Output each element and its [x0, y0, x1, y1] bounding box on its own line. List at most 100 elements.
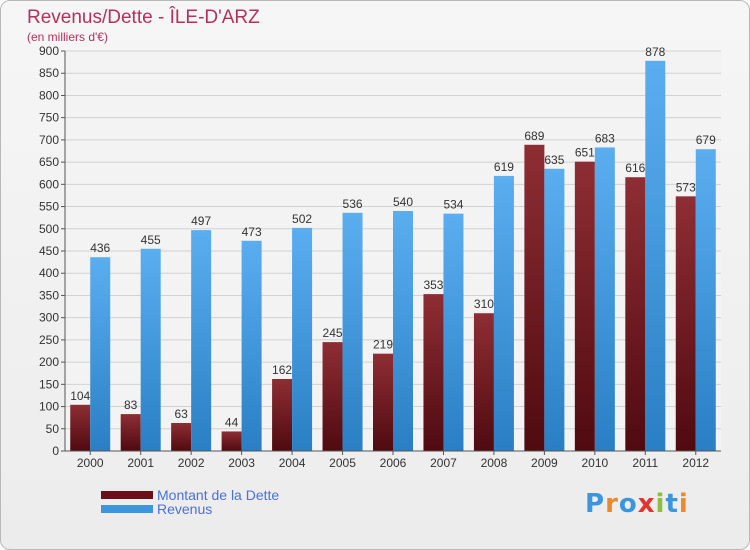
- x-tick-label: 2005: [329, 456, 356, 470]
- bar-revenus: [544, 168, 565, 451]
- bar-dette: [171, 423, 192, 451]
- bars-layer: [70, 60, 716, 452]
- y-tick-label: 600: [39, 177, 59, 191]
- logo-letter: t: [665, 489, 679, 519]
- data-label-dette: 616: [625, 161, 645, 175]
- y-tick-label: 300: [39, 311, 59, 325]
- bar-revenus: [695, 149, 716, 451]
- y-tick-label: 500: [39, 222, 59, 236]
- bar-revenus: [140, 248, 161, 451]
- y-tick-label: 450: [39, 244, 59, 258]
- data-label-revenus: 502: [292, 212, 312, 226]
- y-tick-label: 550: [39, 200, 59, 214]
- data-label-revenus: 497: [191, 214, 211, 228]
- data-label-revenus: 683: [595, 131, 615, 145]
- logo-letter: r: [605, 489, 619, 519]
- bar-revenus: [90, 257, 111, 451]
- bar-dette: [574, 161, 595, 451]
- y-tick-label: 750: [39, 111, 59, 125]
- bar-dette: [221, 431, 242, 451]
- data-label-revenus: 540: [393, 195, 413, 209]
- bar-dette: [70, 404, 91, 451]
- data-label-dette: 245: [323, 326, 343, 340]
- data-label-dette: 44: [225, 415, 239, 429]
- data-label-dette: 310: [474, 297, 494, 311]
- bar-revenus: [594, 147, 615, 451]
- logo-letter: o: [618, 489, 638, 519]
- data-label-revenus: 455: [141, 233, 161, 247]
- bar-revenus: [645, 60, 666, 452]
- data-label-revenus: 619: [494, 160, 514, 174]
- logo-letter: i: [655, 489, 666, 519]
- y-tick-label: 250: [39, 333, 59, 347]
- data-label-dette: 353: [423, 278, 443, 292]
- bar-revenus: [342, 212, 363, 451]
- logo-letter: x: [637, 489, 656, 519]
- bar-dette: [473, 313, 494, 451]
- data-label-revenus: 534: [443, 198, 463, 212]
- y-tick-label: 700: [39, 133, 59, 147]
- x-tick-label: 2010: [581, 456, 608, 470]
- y-tick-label: 650: [39, 155, 59, 169]
- y-tick-label: 100: [39, 400, 59, 414]
- data-label-dette: 104: [70, 389, 90, 403]
- x-tick-label: 2008: [481, 456, 508, 470]
- y-tick-label: 400: [39, 266, 59, 280]
- bar-dette: [322, 342, 343, 451]
- bar-revenus: [191, 230, 212, 451]
- x-tick-label: 2009: [531, 456, 558, 470]
- chart-title: Revenus/Dette - ÎLE-D'ARZ: [27, 7, 260, 28]
- x-tick-label: 2006: [380, 456, 407, 470]
- data-label-dette: 573: [676, 180, 696, 194]
- bar-revenus: [493, 175, 514, 451]
- data-label-dette: 651: [575, 146, 595, 160]
- x-tick-label: 2002: [178, 456, 205, 470]
- x-tick-label: 2012: [682, 456, 709, 470]
- bar-dette: [272, 379, 293, 451]
- data-label-revenus: 536: [343, 197, 363, 211]
- y-tick-label: 800: [39, 88, 59, 102]
- x-tick-label: 2007: [430, 456, 457, 470]
- data-label-dette: 689: [524, 129, 544, 143]
- data-label-dette: 63: [174, 407, 188, 421]
- x-tick-label: 2001: [127, 456, 154, 470]
- axis-layer: 0 50 100 150 200 250 300 350 400 450 500 550 600 650 7…: [39, 44, 721, 470]
- data-label-dette: 162: [272, 363, 292, 377]
- bar-revenus: [443, 213, 464, 451]
- y-tick-label: 50: [46, 422, 60, 436]
- data-label-revenus: 635: [544, 153, 564, 167]
- x-tick-label: 2003: [228, 456, 255, 470]
- y-tick-label: 150: [39, 377, 59, 391]
- y-tick-label: 200: [39, 355, 59, 369]
- data-label-revenus: 878: [645, 45, 665, 59]
- data-label-dette: 219: [373, 338, 393, 352]
- x-tick-label: 2004: [279, 456, 306, 470]
- data-label-revenus: 473: [242, 225, 262, 239]
- y-tick-label: 900: [39, 44, 59, 58]
- logo-letter: P: [585, 489, 606, 519]
- bar-revenus: [292, 227, 313, 451]
- logo-letter: i: [678, 489, 689, 519]
- bar-dette: [675, 196, 696, 451]
- chart-subtitle: (en milliers d'€): [27, 30, 108, 44]
- legend-swatch-dette: [101, 491, 153, 499]
- labels-layer: 104 436 83 455 63 497 44 473 162 502 245 536 219 540 3…: [70, 45, 716, 430]
- x-tick-label: 2011: [632, 456, 658, 470]
- data-label-dette: 83: [124, 398, 138, 412]
- legend-swatch-revenus: [101, 505, 153, 513]
- bar-dette: [373, 353, 393, 451]
- bar-dette: [120, 414, 141, 451]
- y-tick-label: 850: [39, 66, 59, 80]
- bar-revenus: [393, 211, 413, 451]
- proxiti-logo: Proxiti: [585, 489, 689, 519]
- data-label-revenus: 679: [696, 133, 716, 147]
- bar-dette: [625, 177, 646, 451]
- bar-dette: [423, 294, 444, 451]
- bar-revenus: [241, 240, 262, 451]
- y-tick-label: 0: [52, 444, 59, 458]
- bar-dette: [524, 144, 545, 451]
- data-label-revenus: 436: [90, 241, 110, 255]
- y-tick-label: 350: [39, 288, 59, 302]
